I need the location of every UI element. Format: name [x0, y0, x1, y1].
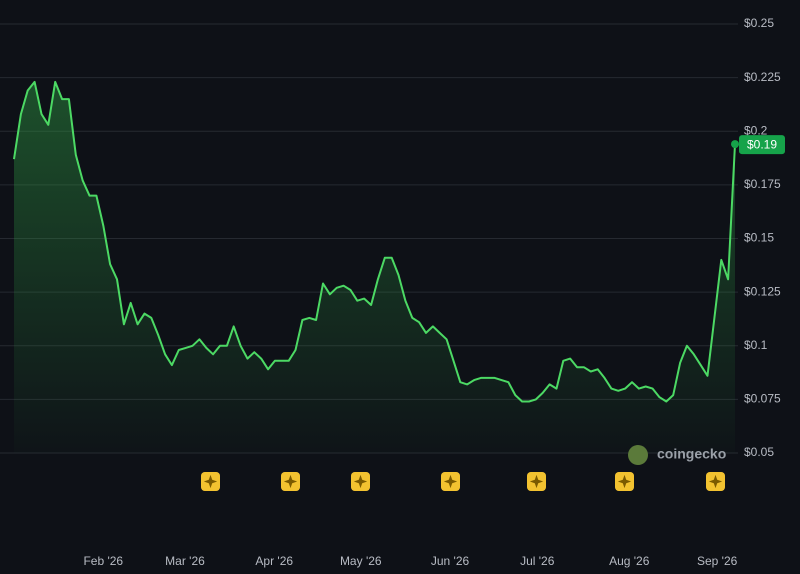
y-tick-label: $0.125	[744, 284, 781, 298]
event-marker[interactable]	[441, 472, 460, 491]
price-tag-label: $0.19	[747, 137, 777, 151]
y-tick-label: $0.075	[744, 392, 781, 406]
y-tick-label: $0.175	[744, 177, 781, 191]
last-price-dot	[731, 140, 739, 149]
price-line	[13, 80, 736, 403]
watermark-logo	[628, 445, 648, 465]
x-tick-label: Mar '26	[165, 554, 205, 568]
price-tag	[739, 135, 785, 155]
x-tick-label: Apr '26	[255, 554, 293, 568]
y-tick-label: $0.2	[744, 123, 768, 137]
event-marker[interactable]	[527, 472, 546, 491]
y-tick-label: $0.225	[744, 70, 781, 84]
watermark-text: coingecko	[657, 446, 726, 462]
y-tick-label: $0.25	[744, 16, 774, 30]
event-marker[interactable]	[615, 472, 634, 491]
event-marker[interactable]	[706, 472, 725, 491]
area	[14, 81, 735, 454]
x-tick-label: Feb '26	[83, 554, 123, 568]
watermark: coingecko	[628, 445, 726, 465]
y-tick-label: $0.05	[744, 445, 774, 459]
event-marker[interactable]	[201, 472, 220, 491]
event-marker[interactable]	[281, 472, 300, 491]
x-tick-label: May '26	[340, 554, 382, 568]
y-tick-label: $0.1	[744, 338, 768, 352]
event-marker[interactable]	[351, 472, 370, 491]
x-tick-label: Jul '26	[520, 554, 555, 568]
x-tick-label: Sep '26	[697, 554, 738, 568]
x-tick-label: Aug '26	[609, 554, 650, 568]
x-tick-label: Jun '26	[431, 554, 470, 568]
y-tick-label: $0.15	[744, 231, 774, 245]
